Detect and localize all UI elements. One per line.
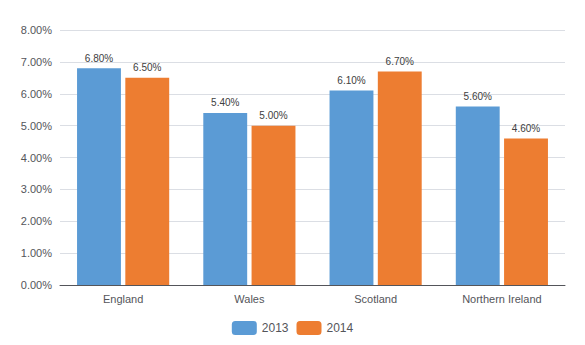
svg-text:4.00%: 4.00% [21,152,52,164]
svg-text:5.00%: 5.00% [259,110,287,121]
svg-text:2014: 2014 [327,321,354,335]
svg-text:Northern Ireland: Northern Ireland [462,293,542,305]
svg-text:7.00%: 7.00% [21,56,52,68]
svg-text:5.60%: 5.60% [464,91,492,102]
svg-text:0.00%: 0.00% [21,279,52,291]
svg-text:6.80%: 6.80% [85,53,113,64]
svg-text:Scotland: Scotland [354,293,397,305]
svg-text:4.60%: 4.60% [512,123,540,134]
svg-text:2.00%: 2.00% [21,215,52,227]
svg-text:Wales: Wales [234,293,265,305]
svg-text:6.00%: 6.00% [21,88,52,100]
svg-text:6.70%: 6.70% [386,56,414,67]
svg-text:3.00%: 3.00% [21,183,52,195]
svg-text:6.50%: 6.50% [133,62,161,73]
svg-text:6.10%: 6.10% [337,75,365,86]
svg-text:1.00%: 1.00% [21,247,52,259]
svg-text:England: England [103,293,143,305]
svg-text:2013: 2013 [262,321,289,335]
svg-text:8.00%: 8.00% [21,24,52,36]
svg-text:5.40%: 5.40% [211,97,239,108]
svg-text:5.00%: 5.00% [21,120,52,132]
